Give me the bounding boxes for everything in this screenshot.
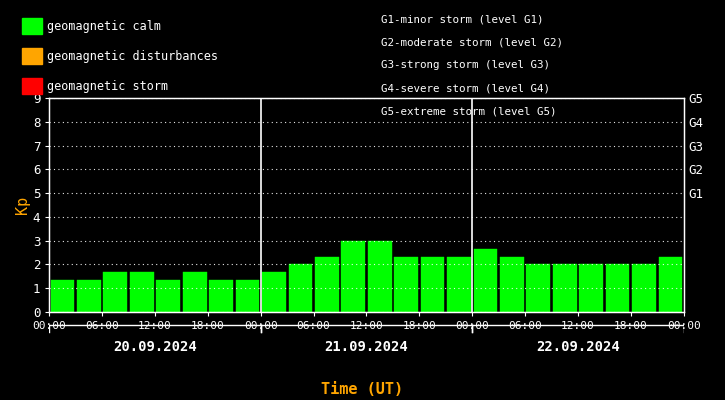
Bar (104, 272, 128, 312)
Text: 21.09.2024: 21.09.2024 (325, 340, 408, 354)
Bar (658, 256, 682, 312)
Bar (553, 264, 576, 312)
Text: 20.09.2024: 20.09.2024 (113, 340, 197, 354)
Text: G5-extreme storm (level G5): G5-extreme storm (level G5) (381, 107, 556, 117)
Bar (605, 264, 629, 312)
Text: geomagnetic disturbances: geomagnetic disturbances (47, 50, 218, 63)
Bar (632, 264, 656, 312)
Bar (315, 256, 339, 312)
Text: G4-severe storm (level G4): G4-severe storm (level G4) (381, 84, 550, 94)
Bar (420, 256, 444, 312)
Text: 22.09.2024: 22.09.2024 (536, 340, 620, 354)
Bar (262, 272, 286, 312)
Bar (368, 241, 392, 312)
Bar (289, 264, 312, 312)
Text: G2-moderate storm (level G2): G2-moderate storm (level G2) (381, 37, 563, 47)
Bar (473, 248, 497, 312)
Bar (447, 256, 471, 312)
Bar (526, 264, 550, 312)
Text: geomagnetic storm: geomagnetic storm (47, 80, 168, 93)
Y-axis label: Kp: Kp (15, 196, 30, 214)
Bar (500, 256, 523, 312)
Text: G3-strong storm (level G3): G3-strong storm (level G3) (381, 60, 550, 70)
Text: geomagnetic calm: geomagnetic calm (47, 20, 161, 33)
Text: G1-minor storm (level G1): G1-minor storm (level G1) (381, 14, 543, 24)
Text: Time (UT): Time (UT) (321, 382, 404, 398)
Bar (394, 256, 418, 312)
Bar (236, 280, 260, 312)
Bar (130, 272, 154, 312)
Bar (157, 280, 180, 312)
Bar (341, 241, 365, 312)
Bar (579, 264, 603, 312)
Bar (210, 280, 233, 312)
Bar (183, 272, 207, 312)
Bar (51, 280, 75, 312)
Bar (77, 280, 101, 312)
